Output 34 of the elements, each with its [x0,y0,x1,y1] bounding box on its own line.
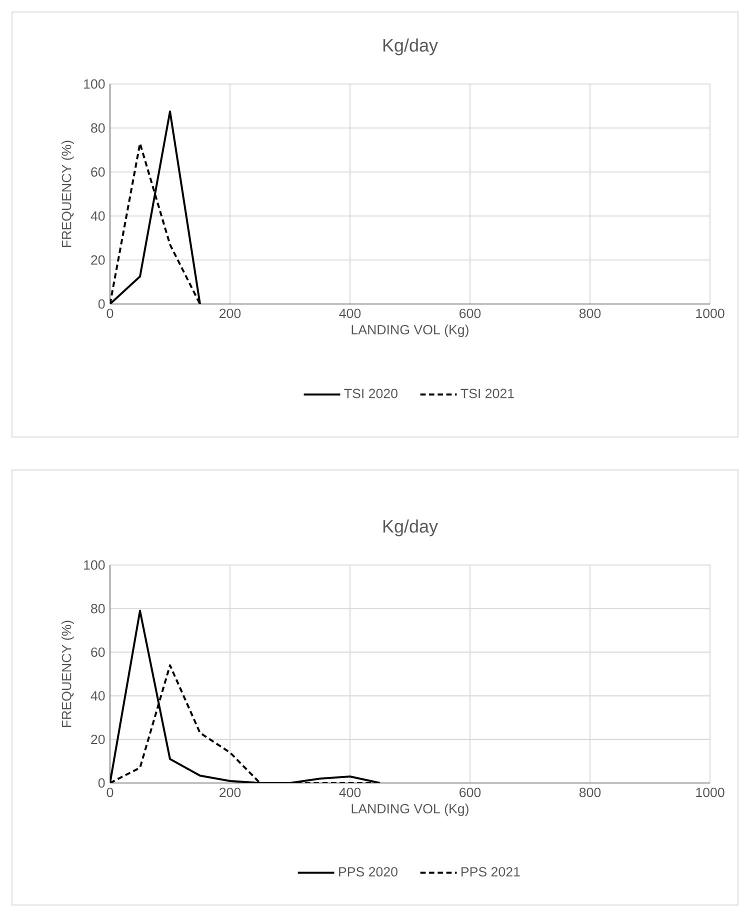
x-tick-label: 800 [579,788,601,798]
x-tick-label: 800 [579,308,601,318]
y-tick-label: 100 [84,560,105,570]
x-tick-label: 0 [106,788,114,798]
x-tick-label: 1000 [696,788,724,798]
chart-title: Kg/day [383,520,438,536]
y-axis-title: FREQUENCY (%) [61,140,74,247]
x-tick-label: 400 [339,308,361,318]
x-axis-title: LANDING VOL (Kg) [352,804,468,816]
y-tick-label: 20 [91,734,105,744]
y-tick-label: 40 [90,691,105,701]
x-tick-label: 0 [106,308,114,318]
legend-label: TSI 2021 [460,388,514,398]
legend-label: PPS 2020 [339,867,398,877]
y-tick-label: 80 [91,123,105,133]
y-tick-label: 100 [84,79,105,89]
y-tick-label: 0 [98,778,105,788]
y-tick-label: 60 [91,647,105,657]
chart-title: Kg/day [383,38,438,56]
y-tick-label: 60 [91,167,105,177]
x-tick-label: 200 [220,788,241,798]
x-tick-label: 600 [460,788,481,798]
legend-label: PPS 2021 [462,867,520,877]
x-tick-label: 1000 [696,308,724,318]
x-tick-label: 600 [460,308,481,318]
y-tick-label: 20 [91,255,105,265]
y-tick-label: 40 [90,211,105,221]
y-tick-label: 80 [91,604,105,614]
x-tick-label: 200 [220,308,241,318]
y-axis-title: FREQUENCY (%) [61,620,74,727]
x-tick-label: 400 [339,788,361,798]
legend-label: TSI 2020 [344,388,398,398]
x-axis-title: LANDING VOL (Kg) [352,324,468,338]
y-tick-label: 0 [98,299,105,309]
